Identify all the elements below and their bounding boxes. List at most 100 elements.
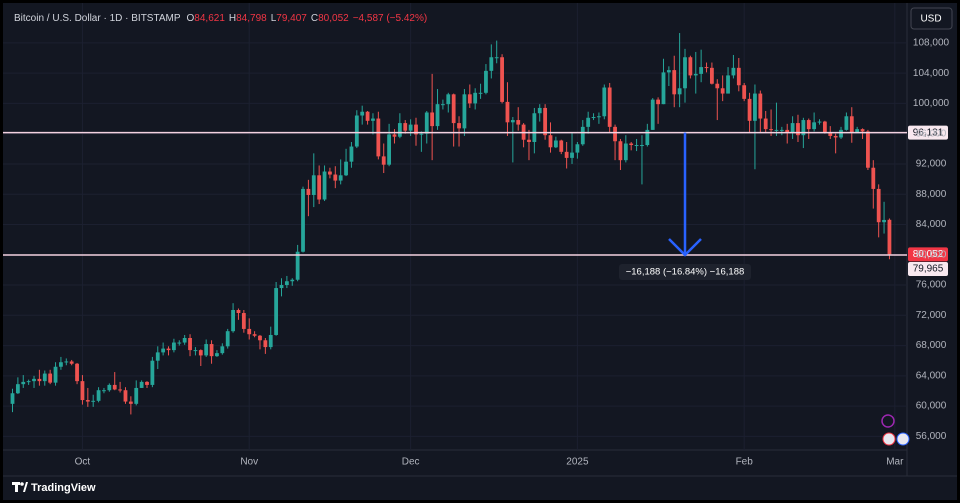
candle-body bbox=[430, 112, 435, 127]
candle-body bbox=[812, 122, 817, 130]
y-tick-label: 100,000 bbox=[913, 98, 950, 109]
candle-body bbox=[489, 57, 494, 71]
candle-body bbox=[575, 144, 580, 153]
candle-body bbox=[241, 313, 246, 329]
background bbox=[3, 3, 957, 500]
candle-body bbox=[381, 156, 386, 165]
candle-body bbox=[441, 104, 445, 106]
y-tick-label: 60,000 bbox=[916, 401, 947, 412]
legend-value: 84,621 bbox=[194, 13, 225, 24]
icon bbox=[896, 432, 910, 446]
candle-body bbox=[338, 175, 343, 181]
candle-body bbox=[510, 120, 515, 123]
candle-body bbox=[354, 115, 359, 147]
legend-value: 84,798 bbox=[236, 13, 267, 24]
candle-body bbox=[833, 135, 838, 138]
candle-body bbox=[860, 129, 865, 132]
candle-body bbox=[317, 175, 322, 200]
legend-value: 79,407 bbox=[276, 13, 307, 24]
candle-body bbox=[570, 152, 574, 158]
candle-body bbox=[656, 99, 660, 105]
legend-key: C bbox=[311, 13, 318, 24]
candle-body bbox=[209, 344, 214, 357]
y-tick-label: 88,000 bbox=[916, 189, 947, 200]
candle-body bbox=[876, 188, 881, 223]
candle-body bbox=[435, 104, 440, 127]
brand-name: TradingView bbox=[31, 482, 96, 494]
candle-body bbox=[414, 124, 418, 135]
candle-body bbox=[112, 384, 117, 390]
candle-body bbox=[397, 123, 402, 137]
y-tick-label: 56,000 bbox=[916, 431, 947, 442]
candle-body bbox=[677, 88, 682, 95]
candle-body bbox=[15, 384, 20, 394]
currency-label[interactable]: USD bbox=[920, 14, 941, 25]
candle-body bbox=[650, 99, 655, 130]
y-tick-label: 104,000 bbox=[913, 68, 950, 79]
candle-body bbox=[247, 328, 252, 335]
candle-body bbox=[532, 113, 537, 142]
candle-body bbox=[225, 331, 230, 347]
candle-body bbox=[365, 111, 370, 121]
candle-body bbox=[392, 134, 397, 137]
candle-body bbox=[96, 390, 101, 401]
candle-body bbox=[284, 281, 289, 286]
candle-body bbox=[769, 129, 773, 131]
candle-body bbox=[742, 85, 747, 99]
candle-body bbox=[193, 350, 198, 352]
candle-body bbox=[527, 139, 531, 142]
candle-body bbox=[871, 167, 876, 189]
candle-body bbox=[328, 171, 332, 175]
legend-key: H bbox=[229, 13, 236, 24]
candle-body bbox=[26, 381, 31, 383]
candle-body bbox=[623, 143, 628, 161]
candle-body bbox=[204, 344, 209, 356]
candle-body bbox=[166, 348, 171, 351]
candle-body bbox=[500, 57, 504, 102]
y-tick-label: 92,000 bbox=[916, 159, 947, 170]
candle-body bbox=[736, 67, 741, 86]
candle-body bbox=[629, 143, 634, 146]
candle-body bbox=[753, 93, 757, 121]
logo-shape bbox=[15, 482, 18, 492]
candle-body bbox=[478, 92, 483, 94]
candle-body bbox=[333, 174, 338, 181]
candle-body bbox=[672, 70, 677, 95]
candle-body bbox=[48, 373, 53, 383]
candle-body bbox=[118, 389, 122, 391]
candle-body bbox=[424, 112, 429, 134]
candle-body bbox=[64, 361, 69, 363]
candle-body bbox=[666, 70, 671, 73]
candle-body bbox=[457, 123, 461, 129]
candle-body bbox=[349, 146, 354, 162]
candle-body bbox=[882, 219, 886, 223]
candle-body bbox=[198, 350, 203, 356]
candle-body bbox=[182, 338, 187, 343]
candle-body bbox=[602, 87, 607, 117]
y-tick-label: 64,000 bbox=[916, 370, 947, 381]
candle-body bbox=[494, 57, 499, 59]
candle-body bbox=[10, 393, 15, 404]
candle-body bbox=[403, 123, 408, 131]
candle-body bbox=[801, 120, 806, 136]
candle-body bbox=[258, 335, 262, 341]
icon bbox=[882, 432, 896, 446]
candle-body bbox=[69, 361, 74, 364]
currency-button[interactable] bbox=[910, 7, 953, 30]
candle-body bbox=[172, 342, 176, 351]
candle-body bbox=[473, 92, 478, 104]
candle-body bbox=[822, 121, 827, 133]
candle-body bbox=[301, 188, 305, 252]
candle-body bbox=[252, 334, 257, 336]
overlay: 80,052 96,131 79,965 −16,188 (−16.84%) −16,… bbox=[3, 125, 948, 281]
candle-body bbox=[102, 390, 106, 392]
legend-change: −4,587 (−5.42%) bbox=[353, 13, 428, 24]
candle-body bbox=[85, 400, 90, 402]
logo-shape bbox=[20, 482, 24, 486]
candle-body bbox=[161, 348, 166, 353]
candle-body bbox=[290, 279, 295, 282]
candle-body bbox=[505, 101, 510, 123]
candle-body bbox=[828, 132, 833, 136]
candle-body bbox=[855, 129, 860, 133]
